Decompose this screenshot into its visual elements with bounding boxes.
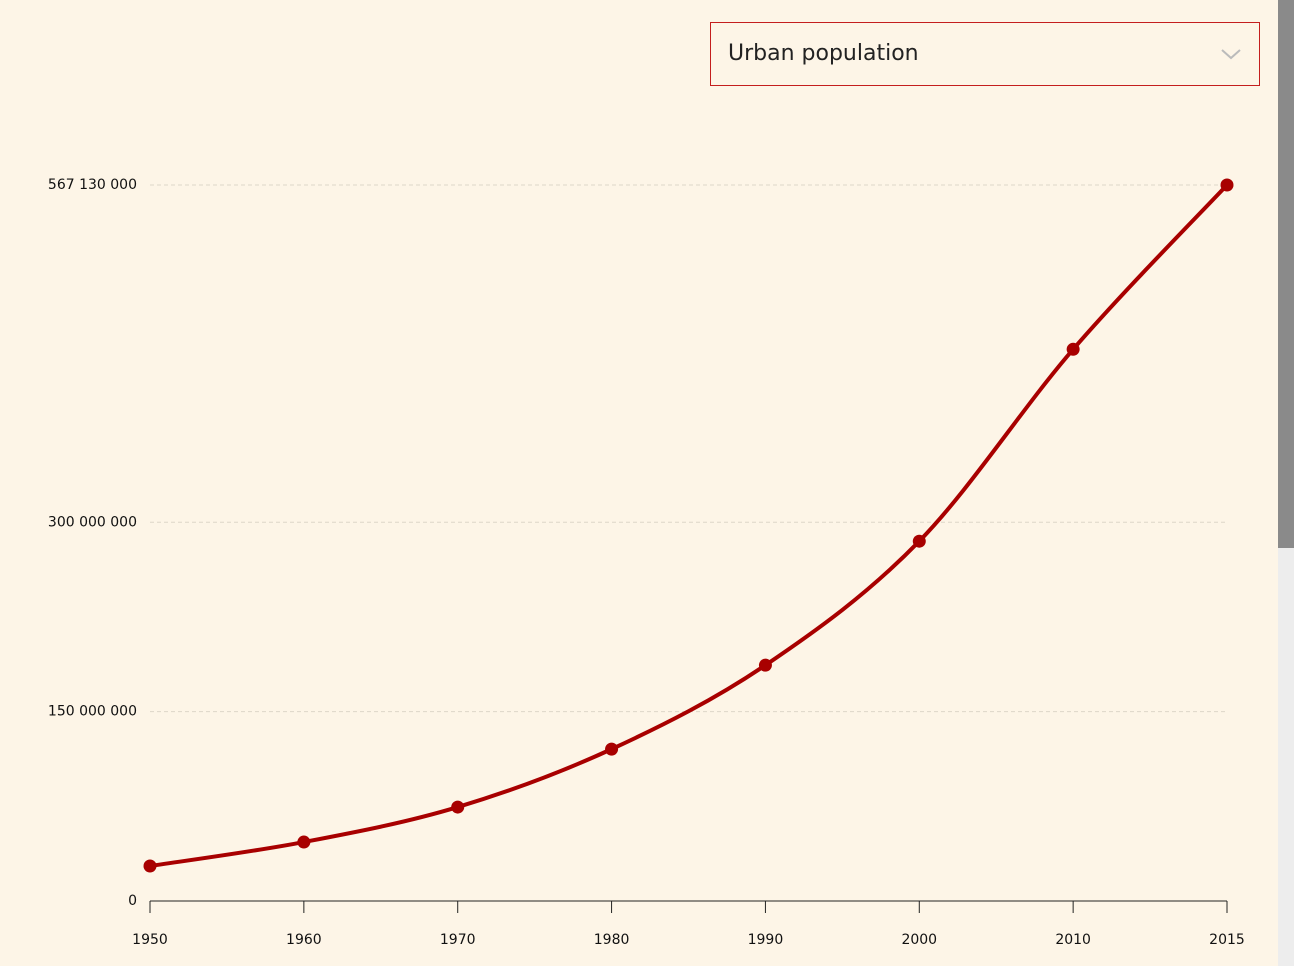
chevron — [1221, 49, 1241, 60]
scroll-thumb[interactable] — [1278, 0, 1294, 548]
point — [758, 658, 772, 672]
x-tick-label: 2010 — [1055, 932, 1091, 948]
point — [1220, 178, 1234, 192]
x-tick-label: 1960 — [286, 932, 322, 948]
dropdown-label: Urban population — [728, 41, 919, 66]
y-tick-label: 300 000 000 — [48, 514, 137, 530]
point — [451, 800, 465, 814]
y-tick-label: 567 130 000 — [48, 177, 137, 193]
point — [605, 742, 619, 756]
y-tick-label: 0 — [128, 893, 137, 909]
line — [149, 183, 1229, 869]
point — [143, 859, 157, 873]
dropdown[interactable]: Urban population — [710, 22, 1260, 86]
point — [912, 534, 926, 548]
point — [297, 835, 311, 849]
x-tick-label: 1950 — [132, 932, 168, 948]
point — [1066, 342, 1080, 356]
x-tick-label: 1980 — [594, 932, 630, 948]
x-tick-label: 1970 — [440, 932, 476, 948]
y-tick-label: 150 000 000 — [48, 704, 137, 720]
x-tick-label: 1990 — [748, 932, 784, 948]
x-tick-label: 2015 — [1209, 932, 1245, 948]
x-tick-label: 2000 — [901, 932, 937, 948]
